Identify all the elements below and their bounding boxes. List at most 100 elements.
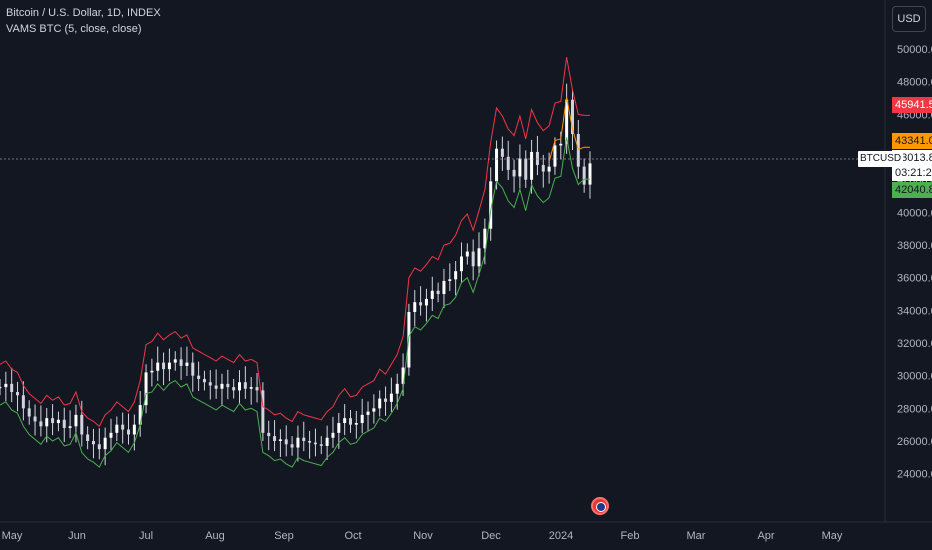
price-axis-label: 40000.00: [897, 207, 932, 219]
candle-body: [337, 423, 341, 433]
candle-body: [296, 437, 300, 448]
candle-body: [4, 383, 8, 388]
mid-band-line: [548, 97, 590, 162]
symbol-title[interactable]: Bitcoin / U.S. Dollar, 1D, INDEX: [6, 7, 161, 19]
price-axis-label: 36000.00: [897, 273, 932, 285]
candle-body: [51, 418, 55, 424]
candle-body: [366, 411, 370, 415]
candle-body: [91, 441, 95, 445]
candle-body: [202, 378, 206, 383]
time-axis-label: Mar: [687, 530, 706, 542]
candle-body: [582, 166, 586, 185]
candle-body: [56, 419, 60, 424]
candle-body: [419, 302, 423, 306]
candle-body: [500, 148, 504, 157]
candle-body: [389, 393, 393, 402]
candle-body: [39, 421, 43, 427]
currency-button[interactable]: USD: [892, 6, 926, 32]
candle-body: [506, 156, 510, 170]
time-axis[interactable]: May Jun Jul Aug Sep Oct Nov Dec 2024 Feb Mar Apr May: [2, 530, 843, 542]
time-axis-label: Apr: [757, 530, 774, 542]
countdown-tag: 03:21:25: [892, 165, 932, 181]
candle-body: [325, 437, 329, 446]
candle-body: [214, 385, 218, 389]
candle-body: [454, 271, 458, 280]
candle-body: [313, 442, 317, 445]
candle-body: [535, 151, 539, 166]
candle-body: [331, 432, 335, 438]
price-axis-label: 24000.00: [897, 469, 932, 481]
candle-body: [80, 414, 84, 435]
time-axis-label: Dec: [481, 530, 501, 542]
candle-body: [442, 280, 446, 295]
chart-legend: Bitcoin / U.S. Dollar, 1D, INDEX VAMS BT…: [6, 5, 161, 37]
candle-body: [185, 362, 189, 366]
price-axis-label: 30000.00: [897, 371, 932, 383]
candle-body: [372, 408, 376, 412]
economic-event-icon[interactable]: [591, 497, 609, 515]
time-axis-label: Jun: [68, 530, 86, 542]
indicator-title[interactable]: VAMS BTC (5, close, close): [6, 23, 142, 35]
candle-body: [127, 429, 131, 435]
candle-body: [308, 441, 312, 443]
price-axis-label: 50000.00: [897, 44, 932, 56]
candle-body: [45, 418, 49, 427]
lower-band-line: [0, 137, 590, 468]
candle-body: [86, 434, 90, 442]
time-axis-label: Sep: [274, 530, 294, 542]
price-axis-label: 26000.00: [897, 436, 932, 448]
time-axis-label: Nov: [413, 530, 433, 542]
candle-body: [570, 99, 574, 134]
candle-body: [559, 143, 563, 146]
time-axis-label: May: [822, 530, 843, 542]
candle-body: [10, 383, 14, 393]
candle-body: [483, 228, 487, 249]
candle-body: [173, 359, 177, 363]
candle-body: [0, 387, 2, 389]
upper-band-line: [0, 57, 590, 428]
candle-body: [436, 290, 440, 295]
candle-body: [459, 256, 463, 272]
candle-body: [255, 387, 259, 391]
time-axis-label: Feb: [621, 530, 640, 542]
candle-body: [471, 251, 475, 267]
candle-body: [465, 251, 469, 257]
candle-body: [553, 145, 557, 167]
candle-body: [179, 359, 183, 366]
candle-body: [424, 298, 428, 306]
candle-body: [576, 133, 580, 167]
candle-body: [448, 279, 452, 281]
price-axis-label: 32000.00: [897, 338, 932, 350]
candle-body: [150, 370, 154, 373]
candle-body: [97, 444, 101, 450]
candle-body: [144, 372, 148, 406]
candle-body: [401, 367, 405, 384]
candles-layer: [0, 83, 592, 466]
candle-body: [588, 163, 592, 185]
mid-band-price-tag: 43341.07: [892, 133, 932, 149]
price-axis-label: 34000.00: [897, 305, 932, 317]
price-axis-label: 38000.00: [897, 240, 932, 252]
candle-body: [518, 158, 522, 177]
candle-body: [68, 426, 72, 428]
time-axis-label: Jul: [139, 530, 153, 542]
candle-body: [121, 424, 125, 430]
price-axis-label: 48000.00: [897, 77, 932, 89]
symbol-tag: BTCUSD: [858, 151, 904, 167]
candle-body: [512, 169, 516, 177]
candle-body: [27, 408, 31, 417]
candle-body: [197, 375, 201, 379]
candle-body: [167, 362, 171, 370]
candle-body: [103, 437, 107, 450]
candle-body: [290, 444, 294, 448]
upper-band-price-tag: 45941.53: [892, 97, 932, 113]
candle-body: [232, 387, 236, 391]
candle-body: [21, 395, 25, 409]
time-axis-label: Oct: [344, 530, 361, 542]
candle-body: [109, 432, 113, 438]
candle-body: [156, 362, 160, 371]
candle-body: [208, 382, 212, 386]
candle-body: [74, 414, 78, 427]
candle-body: [530, 151, 534, 180]
